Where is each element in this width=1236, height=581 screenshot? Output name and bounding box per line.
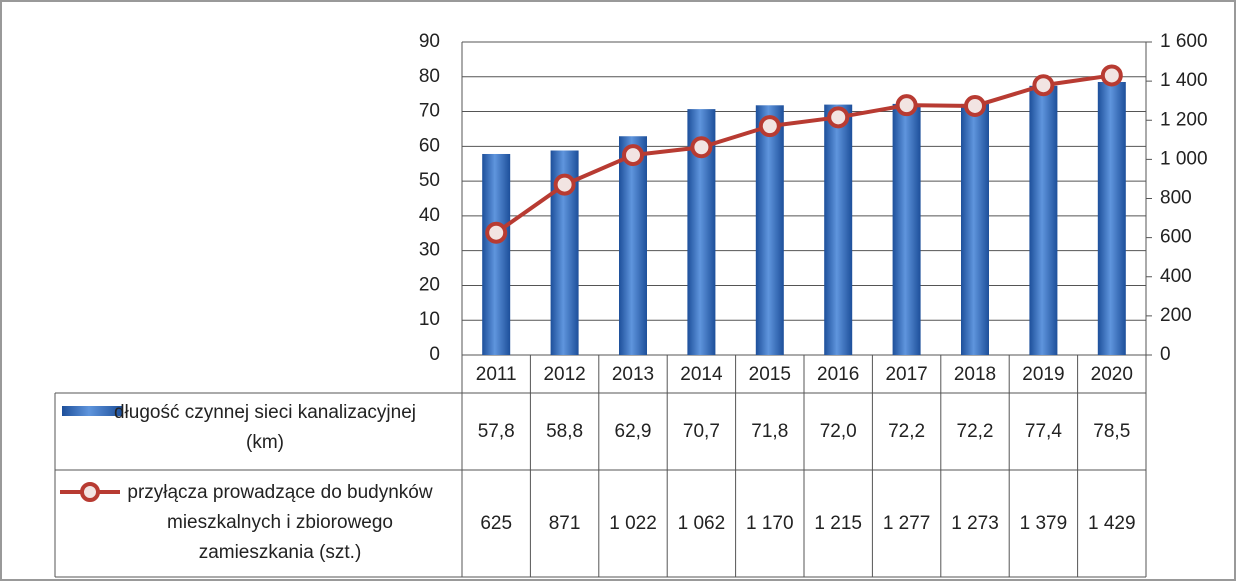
marker <box>758 115 781 138</box>
x-tick-label: 2013 <box>612 364 654 385</box>
table-value: 1 277 <box>883 513 931 534</box>
table-value: 1 215 <box>814 513 862 534</box>
table-value: 72,0 <box>820 421 857 442</box>
row-header: długość czynnej sieci kanalizacyjnej (km… <box>113 402 417 453</box>
x-tick-label: 2011 <box>476 364 517 385</box>
table-value: 1 273 <box>951 513 999 534</box>
y-tick-label: 70 <box>419 101 440 122</box>
table-value: 57,8 <box>478 421 515 442</box>
y-tick-label: 0 <box>429 344 440 365</box>
bar <box>892 103 921 355</box>
legend-key <box>80 482 100 502</box>
y2-tick-label: 1 600 <box>1160 31 1208 52</box>
x-tick-label: 2019 <box>1022 364 1064 385</box>
y-tick-label: 90 <box>419 31 440 52</box>
table-value: 70,7 <box>683 421 720 442</box>
x-tick-label: 2012 <box>543 364 585 385</box>
bar <box>961 103 989 355</box>
y2-tick-label: 400 <box>1160 266 1192 287</box>
y2-tick-label: 0 <box>1160 344 1171 365</box>
bar <box>619 136 647 355</box>
x-tick-label: 2018 <box>954 364 996 385</box>
y2-tick-label: 1 000 <box>1160 148 1208 169</box>
bar <box>824 104 853 355</box>
table-value: 1 429 <box>1088 513 1136 534</box>
table-value: 1 062 <box>678 513 726 534</box>
bar <box>1029 85 1058 355</box>
table-value: 1 022 <box>609 513 657 534</box>
y-tick-label: 80 <box>419 66 440 87</box>
y-tick-label: 20 <box>419 274 440 295</box>
y-tick-label: 60 <box>419 135 440 156</box>
table-value: 1 379 <box>1020 513 1068 534</box>
x-tick-label: 2015 <box>749 364 791 385</box>
marker <box>690 136 713 159</box>
marker <box>1032 74 1055 97</box>
marker <box>895 94 918 117</box>
marker <box>1100 64 1123 87</box>
marker <box>553 173 576 196</box>
table-value: 1 170 <box>746 513 794 534</box>
y2-tick-label: 1 400 <box>1160 70 1208 91</box>
table-value: 78,5 <box>1093 421 1130 442</box>
table-value: 625 <box>480 513 512 534</box>
table-value: 72,2 <box>888 421 925 442</box>
x-tick-label: 2016 <box>817 364 859 385</box>
table-value: 71,8 <box>751 421 788 442</box>
y2-tick-label: 1 200 <box>1160 109 1208 130</box>
marker <box>827 106 850 129</box>
legend-key <box>62 406 122 416</box>
y-tick-label: 40 <box>419 205 440 226</box>
bar <box>1097 81 1126 355</box>
line <box>495 73 1113 235</box>
x-tick-label: 2020 <box>1091 364 1133 385</box>
y2-tick-label: 800 <box>1160 188 1192 209</box>
bar <box>482 153 511 355</box>
marker <box>485 221 508 244</box>
table-value: 871 <box>549 513 581 534</box>
table-value: 72,2 <box>957 421 994 442</box>
y-tick-label: 50 <box>419 170 440 191</box>
table-value: 77,4 <box>1025 421 1062 442</box>
marker <box>622 144 644 167</box>
x-tick-label: 2017 <box>885 364 927 385</box>
table-value: 62,9 <box>615 421 652 442</box>
y2-tick-label: 600 <box>1160 227 1192 248</box>
table-value: 58,8 <box>546 421 583 442</box>
bar <box>755 105 784 355</box>
row-header: przyłącza prowadzące do budynków mieszka… <box>127 482 433 563</box>
y2-tick-label: 200 <box>1160 305 1192 326</box>
marker <box>964 94 986 117</box>
y-tick-label: 10 <box>419 309 440 330</box>
x-tick-label: 2014 <box>680 364 723 385</box>
y-tick-label: 30 <box>419 240 440 261</box>
